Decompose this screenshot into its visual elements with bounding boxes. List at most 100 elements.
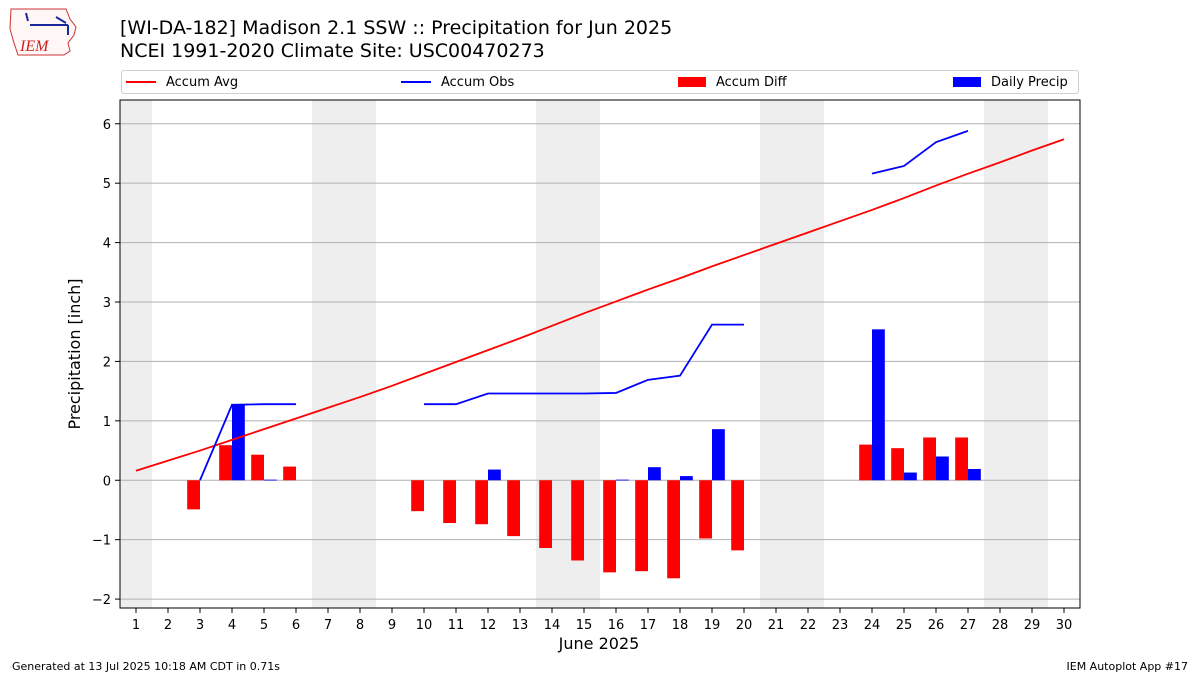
line-series	[135, 130, 1065, 481]
y-tick-label: 5	[103, 177, 111, 192]
daily-precip-bar	[232, 404, 245, 481]
legend-label: Daily Precip	[991, 74, 1068, 90]
accum-diff-bar	[283, 466, 296, 481]
x-tick-label: 4	[228, 618, 236, 633]
weekend-band	[312, 100, 376, 608]
accum-diff-bar	[603, 480, 616, 573]
x-tick-label: 15	[576, 618, 593, 633]
chart-title: [WI-DA-182] Madison 2.1 SSW :: Precipita…	[120, 17, 673, 39]
chart-subtitle: NCEI 1991-2020 Climate Site: USC00470273	[120, 40, 545, 62]
x-tick-label: 27	[960, 618, 977, 633]
plot-frame	[119, 99, 1081, 609]
accum-diff-bar	[635, 480, 648, 572]
iem-logo: IEM	[9, 8, 77, 56]
daily-precip-bar	[968, 468, 981, 481]
accum-diff-bar	[219, 445, 232, 481]
x-tick-label: 26	[928, 618, 945, 633]
x-tick-label: 7	[324, 618, 332, 633]
x-tick-label: 12	[480, 618, 497, 633]
accum-diff-bar	[539, 480, 552, 548]
daily-precip-bar	[680, 476, 693, 481]
accum-diff-bar	[187, 480, 200, 510]
y-axis-ticks: −2 −1 0 1 2 3 4 5 6	[92, 118, 120, 608]
daily-precip-bar	[264, 479, 277, 481]
daily-precip-bar	[712, 429, 725, 481]
accum-obs-line	[424, 323, 744, 406]
chart-legend: Accum Avg Accum Obs Accum Diff Daily Pre…	[121, 70, 1079, 94]
legend-label: Accum Obs	[441, 74, 515, 90]
x-tick-label: 22	[800, 618, 817, 633]
legend-swatch	[678, 77, 706, 87]
legend-swatch	[401, 81, 431, 83]
accum-diff-bar	[251, 454, 264, 481]
accum-obs-line	[871, 130, 969, 175]
y-tick-label: −1	[92, 534, 111, 549]
daily-precip-bar	[872, 329, 885, 481]
x-tick-label: 14	[544, 618, 561, 633]
legend-label: Accum Diff	[716, 74, 787, 90]
daily-precip-bar	[936, 456, 949, 481]
daily-precip-bar	[488, 469, 501, 481]
weekend-band	[984, 100, 1048, 608]
accum-diff-bar	[507, 480, 520, 537]
x-tick-label: 23	[832, 618, 849, 633]
legend-swatch	[953, 77, 981, 87]
y-tick-label: 2	[103, 355, 111, 370]
accum-diff-bar	[699, 480, 712, 539]
y-tick-label: 6	[103, 118, 111, 133]
weekend-bands	[120, 100, 1048, 608]
x-tick-label: 11	[448, 618, 465, 633]
x-tick-label: 28	[992, 618, 1009, 633]
x-tick-label: 3	[196, 618, 204, 633]
x-tick-label: 9	[388, 618, 396, 633]
y-tick-label: 4	[103, 237, 111, 252]
legend-item-accum-diff: Accum Diff	[678, 71, 787, 93]
daily-precip-bar	[616, 479, 629, 481]
x-tick-label: 6	[292, 618, 300, 633]
accum-diff-bar	[955, 437, 968, 481]
accum-diff-bar	[571, 480, 584, 561]
autoplot-app-label: IEM Autoplot App #17	[1066, 660, 1189, 673]
x-tick-label: 13	[512, 618, 529, 633]
x-tick-label: 30	[1056, 618, 1073, 633]
accum-diff-bar	[731, 480, 744, 551]
y-tick-label: −2	[92, 593, 111, 608]
accum-diff-bar	[411, 480, 424, 512]
iowa-state-outline-icon	[9, 8, 77, 56]
y-tick-label: 0	[103, 474, 111, 489]
y-tick-label: 3	[103, 296, 111, 311]
daily-precip-bar	[648, 467, 661, 481]
x-axis-ticks: 1 2 3 4 5 6 7 8 9 10 11 12 13 14 15 16 17 18 19 20 21 22 23 24 2…	[132, 608, 1072, 633]
x-tick-label: 29	[1024, 618, 1041, 633]
legend-item-daily-precip: Daily Precip	[953, 71, 1068, 93]
y-tick-label: 1	[103, 415, 111, 430]
x-tick-label: 5	[260, 618, 268, 633]
y-axis-label: Precipitation [inch]	[65, 278, 84, 429]
x-tick-label: 2	[164, 618, 172, 633]
accum-diff-bar	[923, 437, 936, 481]
logo-text: IEM	[19, 38, 50, 55]
weekend-band	[120, 100, 152, 608]
accum-diff-bar	[891, 448, 904, 481]
x-tick-label: 1	[132, 618, 140, 633]
x-tick-label: 18	[672, 618, 689, 633]
x-tick-label: 16	[608, 618, 625, 633]
weather-station-icon	[25, 12, 69, 35]
grid-lines	[120, 123, 1080, 600]
accum-diff-bar	[475, 480, 488, 525]
x-tick-label: 10	[416, 618, 433, 633]
x-axis-label: June 2025	[558, 634, 640, 653]
accum-obs-line	[199, 403, 296, 481]
x-tick-label: 20	[736, 618, 753, 633]
legend-item-accum-obs: Accum Obs	[401, 71, 514, 93]
weekend-band	[760, 100, 824, 608]
generated-timestamp: Generated at 13 Jul 2025 10:18 AM CDT in…	[12, 660, 280, 673]
x-tick-label: 25	[896, 618, 913, 633]
x-tick-label: 17	[640, 618, 657, 633]
legend-item-accum-avg: Accum Avg	[126, 71, 238, 93]
legend-swatch	[126, 81, 156, 83]
accum-avg-line	[135, 138, 1065, 472]
x-tick-label: 21	[768, 618, 785, 633]
accum-diff-bar	[667, 480, 680, 579]
